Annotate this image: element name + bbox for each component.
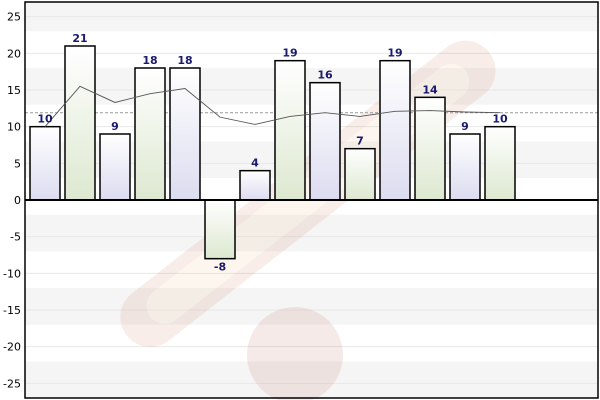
y-tick-label: 5 bbox=[14, 157, 21, 170]
bar bbox=[239, 169, 271, 201]
y-tick-label: -10 bbox=[3, 267, 21, 280]
y-tick-label: 10 bbox=[7, 121, 21, 134]
y-tick-label: -20 bbox=[3, 341, 21, 354]
data-label: 10 bbox=[492, 113, 508, 126]
data-label: 18 bbox=[142, 54, 157, 67]
y-tick-label: 20 bbox=[7, 47, 21, 60]
bar bbox=[414, 96, 446, 201]
y-tick-label: -25 bbox=[3, 377, 21, 390]
data-label: 4 bbox=[251, 157, 259, 170]
bar bbox=[274, 59, 306, 201]
data-label: 7 bbox=[356, 135, 364, 148]
bar bbox=[134, 67, 166, 201]
grid-band bbox=[25, 324, 598, 362]
trend-line bbox=[44, 85, 501, 127]
data-label: 14 bbox=[422, 83, 438, 96]
y-tick-label: 15 bbox=[7, 84, 21, 97]
grid-band bbox=[25, 31, 598, 68]
bar bbox=[169, 67, 201, 201]
data-label: 19 bbox=[387, 47, 402, 60]
bar bbox=[309, 81, 341, 201]
plot-border bbox=[24, 1, 599, 399]
data-label: 9 bbox=[111, 120, 119, 133]
y-tick-label: -5 bbox=[10, 231, 21, 244]
plot-frame bbox=[24, 1, 599, 399]
bar bbox=[484, 125, 516, 201]
grid-band bbox=[25, 288, 598, 325]
bar bbox=[379, 59, 411, 201]
bar bbox=[344, 147, 376, 201]
y-tick-label: -15 bbox=[3, 304, 21, 317]
bar bbox=[204, 199, 236, 260]
data-label: -8 bbox=[214, 261, 226, 274]
data-label: 16 bbox=[317, 69, 333, 82]
grid-band bbox=[25, 361, 598, 398]
grid-band bbox=[25, 214, 598, 252]
bar bbox=[29, 125, 61, 201]
y-axis-ticks: -25 -20 -15 -10 -5 0 5 10 15 20 25 bbox=[3, 11, 21, 391]
bars bbox=[29, 45, 516, 260]
data-labels: 10 21 9 18 18 -8 4 19 16 7 19 14 9 10 bbox=[37, 32, 508, 274]
data-label: 21 bbox=[72, 32, 87, 45]
grid-band bbox=[25, 251, 598, 288]
y-tick-label: 0 bbox=[14, 194, 21, 207]
data-label: 9 bbox=[461, 120, 469, 133]
data-label: 19 bbox=[282, 47, 297, 60]
bar bbox=[99, 133, 131, 201]
data-label: 18 bbox=[177, 54, 192, 67]
bar bbox=[64, 45, 96, 201]
bar bbox=[449, 133, 481, 201]
y-tick-label: 25 bbox=[7, 11, 21, 24]
data-label: 10 bbox=[37, 113, 53, 126]
trend-line-path bbox=[44, 85, 501, 127]
